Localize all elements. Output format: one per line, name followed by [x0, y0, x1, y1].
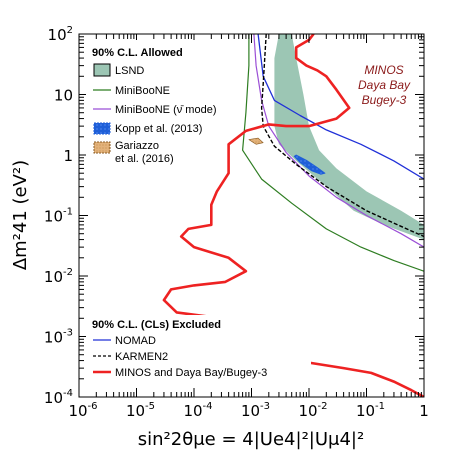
annotation-line-1: MINOS — [364, 63, 403, 77]
legend-label-nomad: NOMAD — [115, 335, 156, 347]
x-tick-label: 10-4 — [183, 401, 212, 420]
lsnd-region — [274, 34, 424, 240]
legend-excluded-header: 90% C.L. (CLs) Excluded — [92, 319, 221, 331]
y-tick-label: 102 — [48, 25, 73, 44]
legend-swatch-lsnd — [93, 63, 111, 77]
legend-label-minos: MINOS and Daya Bay/Bugey-3 — [115, 367, 267, 379]
y-tick-label: 10-1 — [44, 207, 73, 226]
legend-swatch-kopp — [93, 122, 111, 135]
annotation-line-2: Daya Bay — [358, 78, 411, 92]
y-tick-label: 1 — [63, 147, 73, 165]
legend-label-lsnd: LSND — [115, 65, 144, 77]
x-tick-label: 10-1 — [356, 401, 385, 420]
legend-label-gariazzo-2: et al. (2016) — [115, 153, 174, 165]
karmen-line — [260, 34, 424, 238]
legend-label-karmen: KARMEN2 — [115, 351, 168, 363]
y-tick-label: 10-3 — [44, 328, 73, 347]
gariazzo-region — [248, 137, 264, 145]
x-axis-title: sin²2θμe = 4|Ue4|²|Uμ4|² — [138, 429, 364, 450]
legend-swatch-gariazzo — [93, 141, 111, 154]
x-tick-label: 10-5 — [126, 401, 155, 420]
y-axis-title: Δm²41 (eV²) — [10, 160, 31, 270]
legend-excluded: 90% C.L. (CLs) Excluded NOMAD KARMEN2 MI… — [86, 315, 311, 381]
legend-label-miniboone-nubar: MiniBooNE (ν̄ mode) — [115, 104, 216, 116]
annotation-line-3: Bugey-3 — [362, 93, 407, 107]
legend-label-gariazzo-1: Gariazzo — [115, 140, 159, 152]
legend-allowed-header: 90% C.L. Allowed — [92, 47, 183, 59]
y-tick-label: 10 — [54, 87, 73, 105]
legend-label-miniboone: MiniBooNE — [115, 85, 170, 97]
nomad-line — [257, 34, 424, 180]
miniboone-line — [242, 34, 424, 272]
x-tick-label: 10-3 — [241, 401, 270, 420]
kopp-region — [293, 154, 326, 175]
y-tick-label: 10-2 — [44, 267, 73, 286]
legend-label-kopp: Kopp et al. (2013) — [115, 123, 202, 135]
ticks-layer: 10-6 10-5 10-4 10-3 10-2 10-1 110-410-310-210-… — [44, 25, 429, 420]
miniboone-nubar-line — [253, 34, 424, 248]
x-tick-label: 10-2 — [298, 401, 327, 420]
x-tick-label: 10-6 — [68, 401, 97, 420]
legend-allowed: 90% C.L. Allowed LSND MiniBooNE MiniBooN… — [86, 40, 216, 170]
x-tick-label: 1 — [419, 402, 429, 420]
